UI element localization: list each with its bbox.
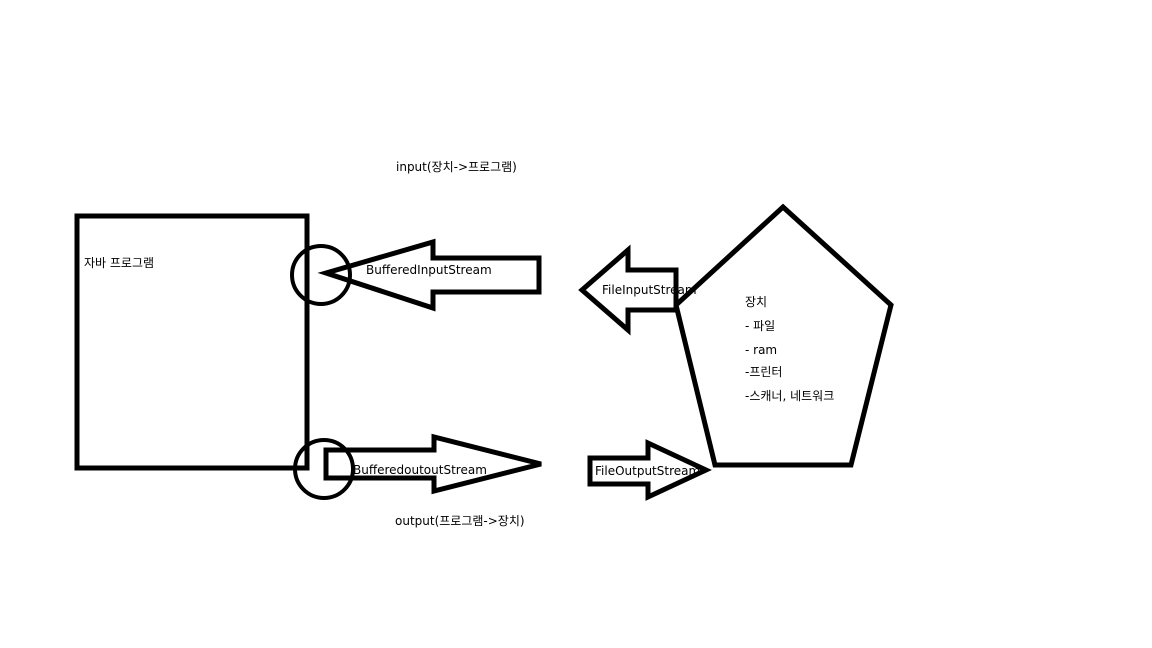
file-output-stream-label: FileOutputStream bbox=[595, 464, 701, 478]
input-direction-label: input(장치->프로그램) bbox=[396, 160, 517, 174]
device-item-printer: -프린터 bbox=[745, 365, 783, 379]
buffered-input-stream-arrow bbox=[317, 238, 542, 312]
output-direction-label: output(프로그램->장치) bbox=[395, 514, 525, 528]
file-input-stream-arrow bbox=[578, 244, 679, 336]
file-output-stream-arrow bbox=[587, 439, 712, 501]
device-item-ram: - ram bbox=[745, 343, 778, 357]
buffered-output-stream-arrow bbox=[323, 433, 542, 495]
device-item-scanner-network: -스캐너, 네트워크 bbox=[745, 389, 835, 403]
device-pentagon bbox=[673, 203, 894, 468]
buffered-input-stream-label: BufferedInputStream bbox=[366, 263, 492, 277]
device-item-file: - 파일 bbox=[745, 319, 776, 333]
file-input-stream-label: FileInputStream bbox=[602, 283, 697, 297]
input-connector-circle bbox=[290, 244, 352, 306]
java-program-label: 자바 프로그램 bbox=[84, 256, 155, 270]
java-program-box bbox=[74, 213, 310, 471]
device-title: 장치 bbox=[745, 295, 768, 309]
buffered-output-stream-label: BufferedoutoutStream bbox=[353, 463, 487, 477]
output-connector-circle bbox=[293, 438, 355, 500]
